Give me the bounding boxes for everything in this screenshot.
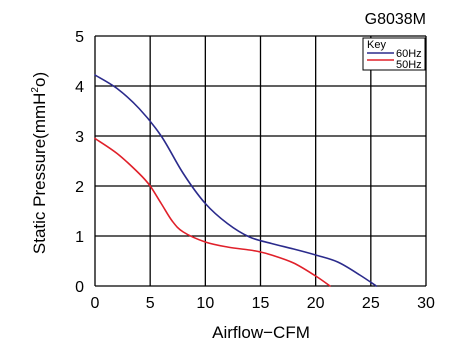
legend-box <box>362 37 426 71</box>
y-tick-label: 3 <box>75 129 84 146</box>
y-axis-label-main: Static Pressure(mmH <box>30 93 49 255</box>
series-line-60hz <box>94 74 378 287</box>
legend: Key 60Hz 50Hz <box>362 37 426 71</box>
chart-grid <box>94 35 427 287</box>
series-line-50hz <box>94 137 331 287</box>
x-axis-label: Airflow−CFM <box>212 323 310 342</box>
y-tick-label: 5 <box>75 29 84 46</box>
x-tick-label: 15 <box>252 295 270 312</box>
chart-title: G8038M <box>365 11 426 28</box>
axis-ticks: 0 5 10 15 20 25 30 0 1 2 3 4 5 <box>75 29 435 312</box>
x-tick-label: 20 <box>307 295 325 312</box>
legend-title: Key <box>367 39 386 51</box>
x-tick-label: 5 <box>146 295 155 312</box>
y-axis-label-sup: 2 <box>30 87 41 93</box>
y-tick-label: 4 <box>75 79 84 96</box>
y-tick-label: 2 <box>75 179 84 196</box>
x-tick-label: 0 <box>91 295 100 312</box>
x-tick-label: 10 <box>196 295 214 312</box>
chart-series <box>94 74 378 287</box>
y-tick-label: 0 <box>75 279 84 296</box>
y-axis-label-end: o) <box>30 72 49 87</box>
x-tick-label: 25 <box>362 295 380 312</box>
legend-label-50hz: 50Hz <box>396 59 422 71</box>
x-tick-label: 30 <box>417 295 435 312</box>
y-tick-label: 1 <box>75 229 84 246</box>
legend-label-60hz: 60Hz <box>396 48 422 60</box>
y-axis-label: Static Pressure(mmH2o) <box>30 72 49 254</box>
